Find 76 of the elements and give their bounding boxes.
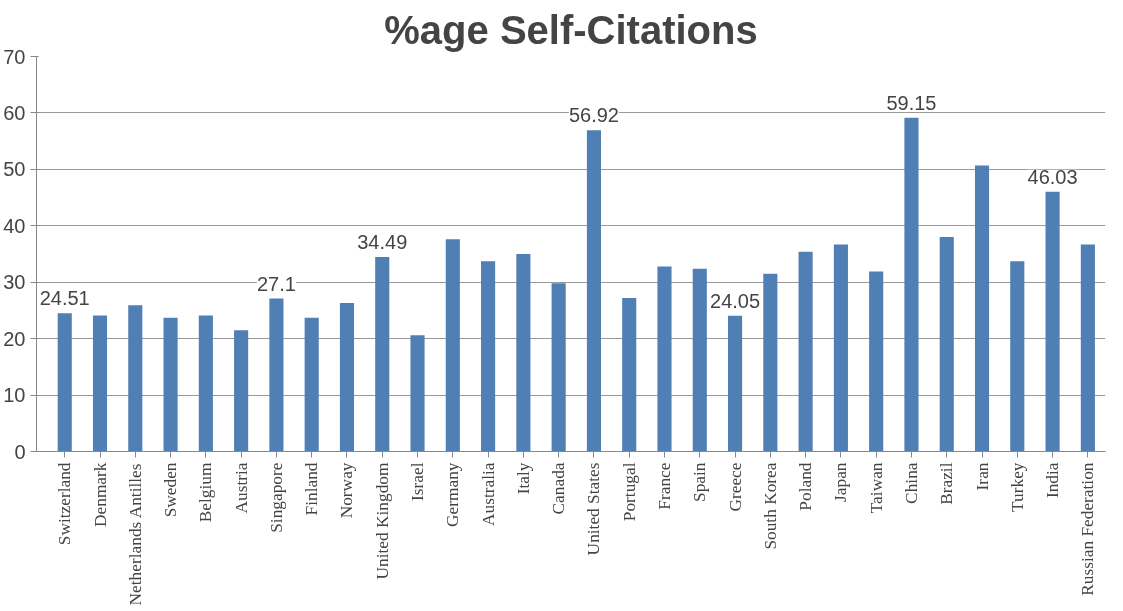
bar bbox=[1010, 261, 1025, 452]
x-tick-label: Switzerland bbox=[55, 462, 75, 546]
bar bbox=[234, 330, 249, 452]
bar bbox=[481, 261, 496, 452]
bar bbox=[798, 251, 813, 452]
bar bbox=[410, 335, 425, 452]
x-tick-label: Singapore bbox=[266, 462, 286, 533]
bar bbox=[198, 315, 213, 452]
x-tick-label: Portugal bbox=[619, 462, 639, 522]
bar bbox=[939, 237, 954, 452]
x-tick-label: France bbox=[654, 462, 674, 510]
y-tick-label: 40 bbox=[3, 214, 26, 237]
x-tick-label: United States bbox=[584, 462, 604, 556]
bar bbox=[1080, 244, 1095, 452]
bar bbox=[974, 165, 990, 452]
x-tick-label: Israel bbox=[408, 462, 428, 501]
bar bbox=[128, 305, 143, 452]
bar bbox=[551, 283, 566, 452]
bar bbox=[904, 117, 919, 452]
bar bbox=[375, 256, 390, 452]
x-tick-label: Finland bbox=[302, 462, 322, 516]
bar bbox=[304, 317, 319, 452]
x-tick-label: Canada bbox=[549, 462, 569, 515]
y-tick-label: 0 bbox=[14, 440, 26, 463]
bar bbox=[339, 303, 355, 452]
x-tick-label: Netherlands Antilles bbox=[125, 463, 145, 606]
x-tick-label: Brazil bbox=[937, 462, 957, 505]
x-tick-label: Austria bbox=[231, 462, 251, 514]
bar bbox=[163, 317, 178, 452]
x-tick-label: Italy bbox=[513, 462, 533, 495]
y-tick-label: 30 bbox=[3, 271, 26, 294]
data-label: 59.15 bbox=[886, 91, 937, 114]
data-label: 56.92 bbox=[568, 104, 619, 127]
data-label: 27.1 bbox=[256, 272, 296, 295]
data-label: 34.49 bbox=[357, 230, 408, 253]
data-label: 46.03 bbox=[1027, 165, 1078, 188]
x-tick-label: Sweden bbox=[161, 462, 181, 518]
bar bbox=[92, 315, 108, 452]
x-tick-label: Poland bbox=[796, 462, 816, 511]
bar bbox=[728, 315, 743, 452]
x-tick-label: South Korea bbox=[760, 462, 780, 550]
bar bbox=[57, 313, 72, 452]
y-tick-label: 10 bbox=[3, 384, 26, 407]
y-tick-label: 60 bbox=[3, 101, 26, 124]
bar bbox=[516, 254, 531, 452]
x-tick-label: Belgium bbox=[196, 461, 216, 523]
data-label: 24.05 bbox=[710, 289, 761, 312]
bar bbox=[833, 244, 848, 452]
bar bbox=[869, 271, 884, 452]
bar bbox=[586, 130, 601, 452]
x-tick-label: Australia bbox=[478, 462, 498, 527]
bar bbox=[763, 273, 778, 452]
x-tick-label: Russian Federation bbox=[1078, 462, 1098, 596]
x-tick-label: China bbox=[901, 462, 921, 504]
bar bbox=[269, 298, 284, 452]
bar bbox=[657, 266, 672, 452]
y-tick-label: 70 bbox=[3, 45, 26, 68]
bar bbox=[445, 239, 460, 452]
x-tick-label: Greece bbox=[725, 462, 745, 512]
y-tick-label: 20 bbox=[3, 327, 26, 350]
bar bbox=[1045, 191, 1060, 452]
x-tick-label: Turkey bbox=[1007, 462, 1027, 512]
x-tick-label: Norway bbox=[337, 462, 357, 519]
x-tick-label: Japan bbox=[831, 462, 851, 502]
x-tick-label: Iran bbox=[972, 462, 992, 491]
x-tick-label: United Kingdom bbox=[372, 461, 392, 580]
bar bbox=[692, 268, 707, 452]
x-tick-label: India bbox=[1043, 462, 1063, 499]
bar bbox=[622, 298, 637, 452]
x-tick-label: Germany bbox=[443, 462, 463, 527]
x-tick-label: Taiwan bbox=[866, 462, 886, 514]
data-label: 24.51 bbox=[39, 287, 90, 310]
y-tick-label: 50 bbox=[3, 158, 26, 181]
x-tick-label: Spain bbox=[690, 462, 710, 502]
chart-title: %age Self-Citations bbox=[384, 7, 758, 52]
x-tick-label: Denmark bbox=[90, 462, 110, 527]
